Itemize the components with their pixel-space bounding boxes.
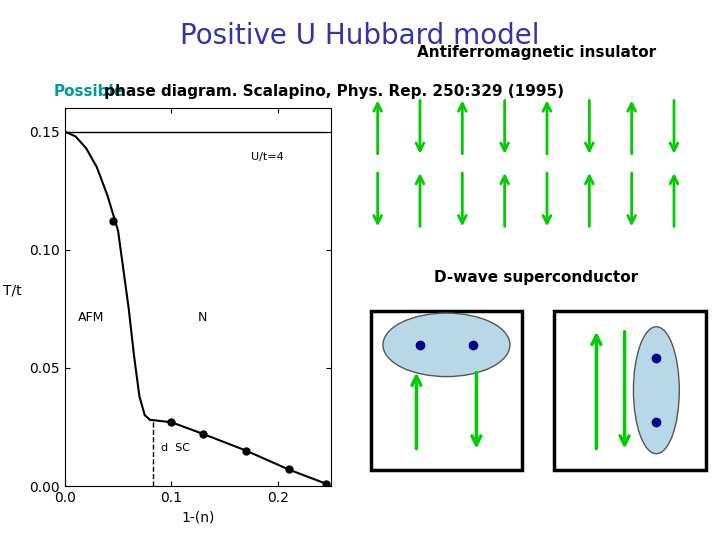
Y-axis label: T/t: T/t <box>3 283 22 297</box>
Text: U/t=4: U/t=4 <box>251 152 284 162</box>
Text: Positive U Hubbard model: Positive U Hubbard model <box>180 22 540 50</box>
Text: N: N <box>198 310 207 323</box>
Text: D-wave superconductor: D-wave superconductor <box>434 270 639 285</box>
Text: Possible: Possible <box>54 84 125 99</box>
Ellipse shape <box>383 313 510 376</box>
Ellipse shape <box>634 327 679 454</box>
Text: AFM: AFM <box>78 310 104 323</box>
Text: d  SC: d SC <box>161 443 189 453</box>
Text: Antiferromagnetic insulator: Antiferromagnetic insulator <box>417 45 656 60</box>
Bar <box>554 311 706 470</box>
Text: phase diagram. Scalapino, Phys. Rep. 250:329 (1995): phase diagram. Scalapino, Phys. Rep. 250… <box>99 84 564 99</box>
X-axis label: 1-(n): 1-(n) <box>181 510 215 524</box>
Bar <box>371 311 522 470</box>
